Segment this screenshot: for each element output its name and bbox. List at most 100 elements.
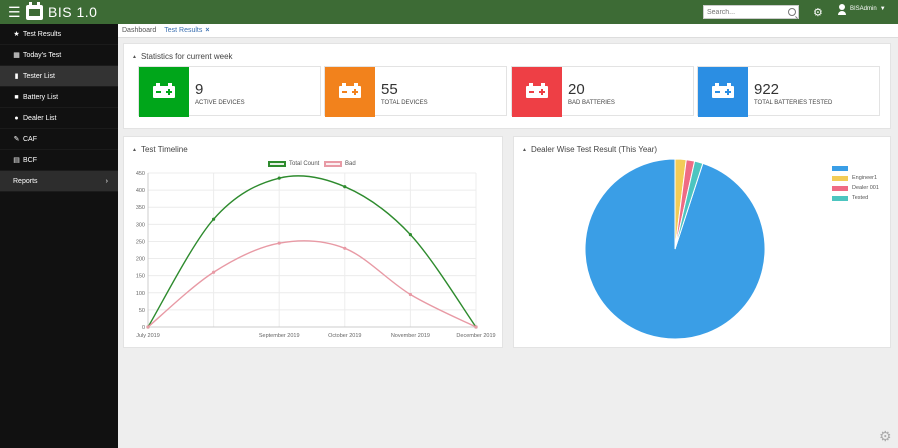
data-point[interactable]	[212, 217, 216, 221]
legend-label: Total Count	[289, 161, 320, 167]
sidebar-item-todays-test[interactable]: ▦ Today's Test	[0, 45, 118, 66]
data-point[interactable]	[343, 246, 347, 250]
stat-icon-box	[512, 67, 562, 117]
sidebar: ★ Test Results ▦ Today's Test ▮ Tester List…	[0, 24, 118, 448]
tab-test-results[interactable]: Test Results ×	[160, 27, 213, 34]
x-tick-label: September 2019	[259, 333, 300, 339]
series-line-1	[147, 240, 477, 328]
y-tick-label: 400	[136, 188, 145, 194]
y-tick-label: 50	[139, 308, 145, 314]
stat-value: 9	[195, 81, 204, 98]
y-tick-label: 300	[136, 222, 145, 228]
legend-swatch	[268, 161, 286, 167]
statistics-panel: ▲ Statistics for current week 9 ACTIVE DE…	[123, 43, 891, 129]
stat-label: TOTAL DEVICES	[381, 100, 428, 106]
x-tick-label: July 2019	[136, 333, 160, 339]
timeline-title[interactable]: ▲ Test Timeline	[132, 145, 188, 154]
stat-card-bad-batteries: 20 BAD BATTERIES	[511, 66, 694, 117]
legend-swatch	[324, 161, 342, 167]
search-icon[interactable]	[788, 8, 796, 16]
legend-label: Bad	[345, 161, 356, 167]
stat-label: ACTIVE DEVICES	[195, 100, 245, 106]
sidebar-item-test-results[interactable]: ★ Test Results	[0, 24, 118, 45]
test-timeline-panel: ▲ Test Timeline Total Count Bad 0 50 100 150…	[123, 136, 503, 348]
y-tick-label: 450	[136, 171, 145, 177]
legend-swatch	[832, 165, 848, 171]
battery-logo-icon	[26, 1, 43, 20]
collapse-icon: ▲	[132, 53, 137, 60]
calendar-icon: ▦	[13, 52, 20, 59]
panel-title-text: Test Timeline	[140, 145, 188, 154]
close-tab-icon[interactable]: ×	[205, 27, 210, 34]
sidebar-item-label: Battery List	[23, 93, 59, 101]
data-point[interactable]	[343, 185, 347, 189]
star-icon: ★	[13, 31, 20, 38]
data-point[interactable]	[212, 270, 216, 274]
data-point[interactable]	[277, 176, 281, 180]
settings-gear-icon[interactable]: ⚙	[879, 428, 892, 444]
caret-down-icon: ▼	[879, 6, 886, 12]
battery-icon	[712, 83, 734, 98]
y-tick-label: 100	[136, 291, 145, 297]
settings-gear-icon[interactable]: ⚙	[813, 7, 823, 19]
pie-legend-item[interactable]: Dealer 001	[832, 183, 879, 193]
battery-icon	[153, 83, 175, 98]
legend-bad[interactable]: Bad	[324, 161, 356, 167]
chevron-right-icon: ›	[105, 177, 108, 185]
stat-value: 20	[568, 81, 585, 98]
pie-legend-item[interactable]: Tested	[832, 193, 879, 203]
x-tick-label: October 2019	[328, 333, 361, 339]
battery-icon	[339, 83, 361, 98]
file-icon: ▮	[14, 73, 19, 80]
data-point[interactable]	[277, 241, 281, 245]
y-tick-label: 350	[136, 205, 145, 211]
series-line-0	[147, 175, 477, 328]
test-timeline-chart: 0 50 100 150 200 250 300 350 400 450 July 2019 Sept…	[136, 171, 496, 339]
sidebar-item-caf[interactable]: ✎ CAF	[0, 129, 118, 150]
stat-value: 922	[754, 81, 780, 98]
pie-slice-3[interactable]	[674, 160, 704, 250]
tab-dashboard[interactable]: Dashboard	[122, 27, 157, 34]
stat-card-total-devices: 55 TOTAL DEVICES	[324, 66, 507, 117]
stat-card-total-batteries-tested: 922 TOTAL BATTERIES TESTED	[697, 66, 880, 117]
x-tick-label: December 2019	[456, 333, 495, 339]
sidebar-item-label: Today's Test	[23, 51, 62, 59]
pie-legend-item[interactable]: Engineer1	[832, 173, 879, 183]
edit-icon: ✎	[13, 136, 20, 143]
data-point[interactable]	[408, 233, 412, 237]
sidebar-item-label: Reports	[13, 177, 38, 185]
user-name: BISAdmin	[850, 6, 877, 12]
stat-icon-box	[325, 67, 375, 117]
stat-icon-box	[698, 67, 748, 117]
y-tick-label: 150	[136, 274, 145, 280]
pie-legend-item[interactable]	[832, 163, 879, 173]
sidebar-item-label: Dealer List	[23, 114, 57, 122]
stat-card-active-devices: 9 ACTIVE DEVICES	[138, 66, 321, 117]
sidebar-item-reports[interactable]: Reports ›	[0, 171, 118, 192]
document-icon: ▤	[13, 157, 20, 164]
legend-total-count[interactable]: Total Count	[268, 161, 319, 167]
sidebar-item-dealer-list[interactable]: ● Dealer List	[0, 108, 118, 129]
stat-icon-box	[139, 67, 189, 117]
stat-label: TOTAL BATTERIES TESTED	[754, 100, 833, 106]
hamburger-icon[interactable]: ☰	[8, 4, 21, 20]
user-menu[interactable]: BISAdmin ▼	[838, 4, 886, 15]
y-tick-label: 0	[142, 325, 145, 331]
users-icon: ●	[14, 114, 19, 122]
sidebar-item-bcf[interactable]: ▤ BCF	[0, 150, 118, 171]
data-point[interactable]	[474, 325, 478, 329]
app-title: BIS 1.0	[48, 4, 98, 20]
search-input[interactable]	[704, 6, 784, 18]
collapse-icon: ▲	[132, 146, 137, 153]
dealer-title[interactable]: ▲ Dealer Wise Test Result (This Year)	[522, 145, 657, 154]
sidebar-item-battery-list[interactable]: ■ Battery List	[0, 87, 118, 108]
legend-label: Dealer 001	[852, 185, 879, 191]
tab-label: Test Results	[164, 27, 203, 34]
sidebar-item-tester-list[interactable]: ▮ Tester List	[0, 66, 118, 87]
sidebar-item-label: Test Results	[23, 30, 62, 38]
pie-legend: Engineer1 Dealer 001 Tested	[832, 163, 879, 203]
data-point[interactable]	[146, 325, 150, 329]
panel-title-text: Statistics for current week	[140, 52, 233, 61]
statistics-title[interactable]: ▲ Statistics for current week	[132, 52, 233, 61]
data-point[interactable]	[408, 292, 412, 297]
